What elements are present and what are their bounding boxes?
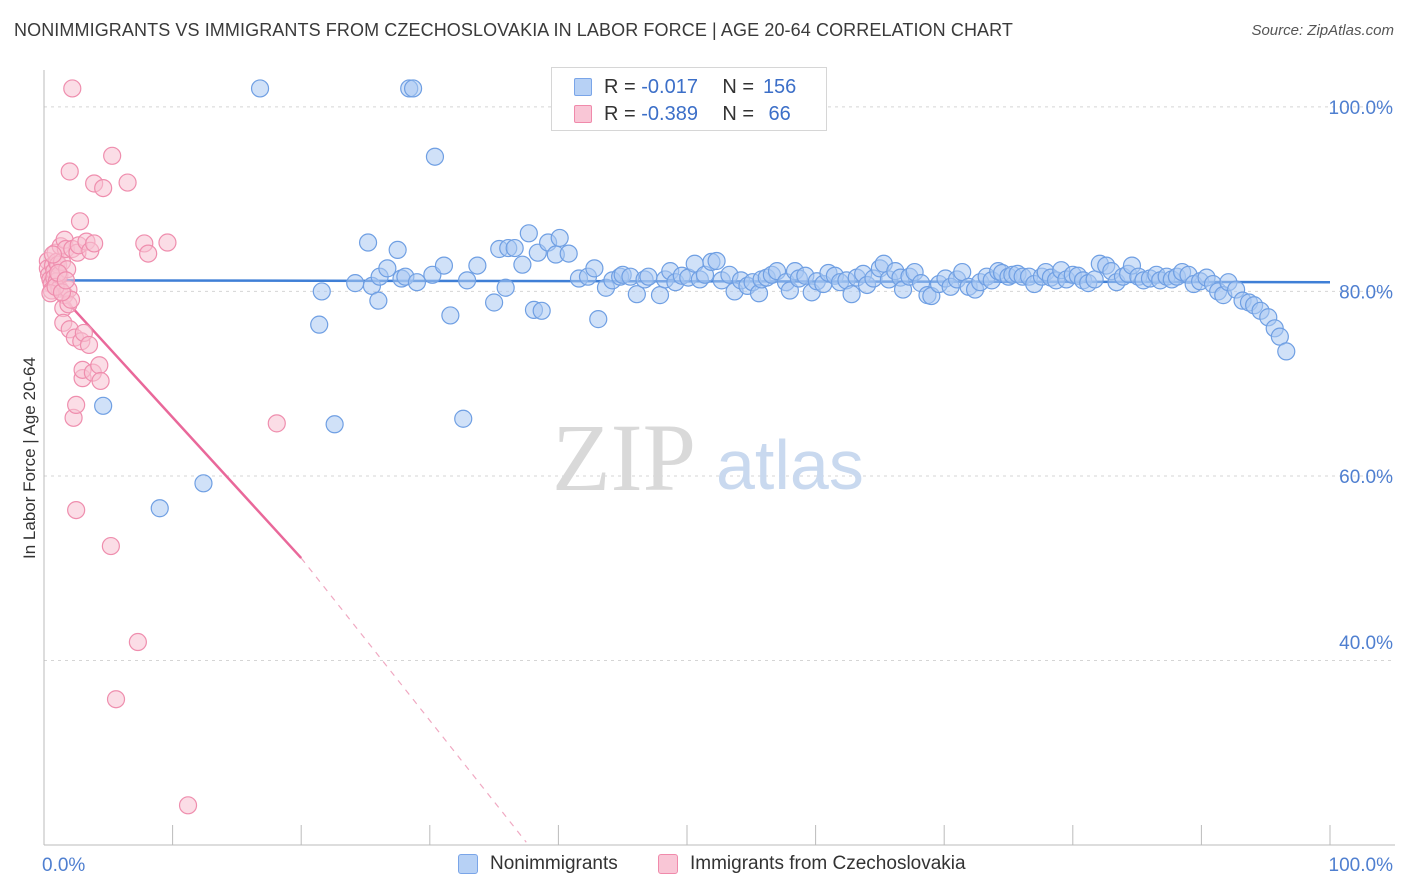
- nonimmigrant-point: [550, 228, 569, 248]
- immigrant-point: [128, 632, 147, 652]
- legend-swatch-nonimmigrants: [458, 854, 478, 874]
- nonimmigrant-points: [94, 79, 1296, 518]
- legend-swatch-pink: [574, 105, 592, 123]
- x-tick-label: 100.0%: [1329, 855, 1394, 876]
- immigrant-point: [178, 796, 198, 815]
- y-axis-label: In Labor Force | Age 20-64: [20, 357, 39, 559]
- legend-label-nonimmigrants: Nonimmigrants: [490, 853, 618, 874]
- stats-legend: R = -0.017 N = 156 R = -0.389 N = 66: [551, 67, 827, 131]
- legend-r-label: R =: [604, 102, 636, 125]
- immigrant-point: [70, 212, 90, 231]
- nonimmigrant-point: [150, 499, 169, 518]
- nonimmigrant-point: [559, 244, 578, 263]
- nonimmigrant-point: [532, 301, 551, 320]
- nonimmigrant-point: [312, 282, 331, 301]
- series-legend: Nonimmigrants Immigrants from Czechoslov…: [0, 853, 1406, 877]
- legend-n-value: 66: [768, 102, 791, 125]
- x-tick-label: 0.0%: [42, 855, 85, 876]
- immigrant-point: [63, 79, 82, 98]
- immigrant-points: [38, 79, 286, 815]
- nonimmigrant-point: [1277, 342, 1296, 361]
- legend-n-label: N =: [722, 75, 755, 98]
- watermark-zip: ZIP: [552, 404, 696, 511]
- y-tick-label: 40.0%: [1339, 633, 1393, 654]
- nonimmigrant-point: [513, 255, 532, 274]
- legend-r-value: -0.017: [641, 75, 698, 98]
- nonimmigrant-point: [434, 256, 454, 275]
- nonimmigrant-point: [310, 315, 329, 334]
- nonimmigrant-point: [496, 278, 515, 297]
- nonimmigrant-point: [585, 259, 604, 278]
- trend-lines: [43, 275, 1331, 843]
- nonimmigrant-point: [378, 259, 397, 278]
- immigrant-point: [60, 162, 79, 181]
- immigrant-point: [158, 233, 177, 252]
- nonimmigrant-point: [457, 271, 477, 290]
- nonimmigrant-point: [505, 238, 524, 258]
- y-tick-label: 80.0%: [1339, 282, 1393, 303]
- legend-row-nonimmigrants: R = -0.017 N = 156: [574, 76, 800, 98]
- axes: [43, 70, 1395, 846]
- gridlines: [44, 106, 1395, 661]
- nonimmigrant-point: [388, 240, 407, 260]
- legend-r-label: R =: [604, 75, 636, 98]
- legend-r-value: -0.389: [641, 102, 698, 125]
- y-tick-label: 60.0%: [1339, 467, 1393, 488]
- source-attribution: Source: ZipAtlas.com: [1251, 22, 1394, 39]
- nonimmigrant-point: [468, 256, 487, 275]
- immigrant-point: [118, 173, 137, 192]
- nonimmigrant-point: [519, 224, 538, 243]
- immigrant-point: [85, 234, 104, 253]
- legend-n-value: 156: [762, 75, 797, 98]
- nonimmigrant-point: [194, 474, 213, 493]
- nonimmigrant-point: [441, 306, 460, 325]
- legend-item-immigrants[interactable]: Immigrants from Czechoslovakia: [658, 853, 966, 875]
- legend-row-immigrants: R = -0.389 N = 66: [574, 103, 800, 125]
- nonimmigrant-point: [639, 267, 658, 286]
- immigrant-point: [43, 245, 63, 264]
- nonimmigrant-point: [94, 396, 113, 415]
- immigrant-point: [267, 414, 286, 433]
- nonimmigrant-point: [325, 415, 344, 434]
- immigrant-point: [67, 395, 86, 415]
- watermark: ZIP atlas: [552, 404, 864, 511]
- nonimmigrant-point: [707, 251, 726, 271]
- legend-item-nonimmigrants[interactable]: Nonimmigrants: [458, 853, 618, 875]
- immigrant-point: [91, 371, 110, 391]
- y-tick-label: 100.0%: [1329, 98, 1394, 119]
- nonimmigrant-point: [407, 273, 427, 292]
- immigrant-point: [139, 244, 158, 263]
- immigrant-trend-extension: [300, 557, 527, 843]
- nonimmigrant-point: [454, 409, 473, 428]
- nonimmigrant-point: [650, 286, 670, 305]
- nonimmigrant-point: [358, 233, 378, 252]
- immigrant-point: [101, 536, 120, 556]
- immigrant-point: [94, 178, 113, 198]
- immigrant-point: [79, 335, 99, 355]
- watermark-atlas: atlas: [716, 426, 864, 504]
- legend-label-immigrants: Immigrants from Czechoslovakia: [690, 853, 966, 874]
- immigrant-point: [103, 146, 122, 165]
- immigrant-point: [56, 271, 75, 290]
- nonimmigrant-point: [1085, 270, 1104, 289]
- immigrant-point: [90, 356, 109, 375]
- legend-swatch-blue: [574, 78, 592, 96]
- chart-title: NONIMMIGRANTS VS IMMIGRANTS FROM CZECHOS…: [14, 20, 1014, 40]
- tick-labels: 100.0% 80.0% 60.0% 40.0% 0.0% 100.0%: [42, 98, 1393, 876]
- nonimmigrant-point: [485, 293, 504, 312]
- nonimmigrant-point: [346, 274, 365, 293]
- nonimmigrant-point: [425, 147, 445, 166]
- nonimmigrant-point: [250, 79, 270, 98]
- immigrant-point: [67, 500, 86, 520]
- nonimmigrant-point: [842, 285, 861, 304]
- nonimmigrant-point: [403, 79, 423, 98]
- immigrant-point: [106, 690, 126, 709]
- nonimmigrant-point: [589, 310, 608, 329]
- legend-swatch-immigrants: [658, 854, 678, 874]
- immigrant-trend-line: [43, 275, 303, 559]
- nonimmigrant-point: [627, 285, 646, 304]
- nonimmigrant-point: [369, 291, 388, 310]
- legend-n-label: N =: [722, 102, 755, 125]
